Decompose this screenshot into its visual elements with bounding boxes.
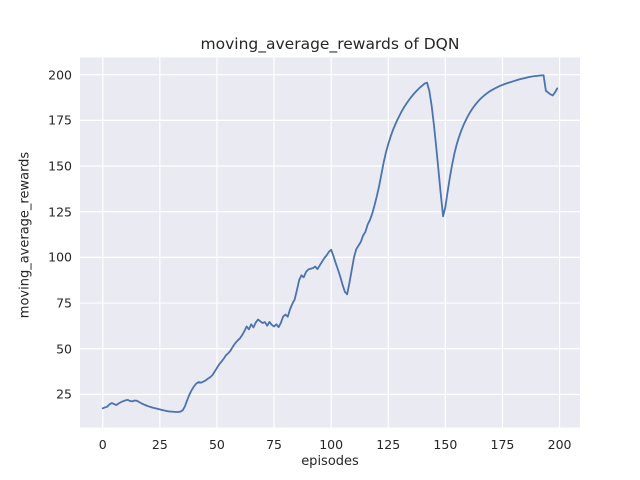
- y-tick-label: 75: [56, 295, 72, 311]
- x-tick-label: 175: [490, 437, 515, 452]
- x-tick-label: 150: [433, 437, 458, 452]
- x-tick-label: 50: [208, 437, 225, 452]
- y-tick-label: 150: [48, 158, 72, 174]
- y-tick-label: 50: [56, 341, 72, 357]
- y-tick-label: 100: [48, 249, 72, 265]
- x-tick-label: 200: [547, 437, 572, 452]
- reward-line: [101, 74, 559, 413]
- x-tick-label: 75: [266, 437, 282, 452]
- plot-area: [80, 57, 580, 428]
- y-tick-label: 200: [48, 67, 72, 83]
- y-tick-label: 175: [48, 112, 72, 128]
- x-tick-label: 25: [151, 437, 168, 452]
- y-axis-label: moving_average_rewards: [17, 151, 33, 319]
- y-tick-label: 25: [56, 386, 72, 402]
- x-tick-label: 0: [98, 437, 107, 452]
- x-axis-label: episodes: [301, 454, 359, 469]
- x-tick-label: 125: [376, 437, 401, 452]
- y-tick-label: 125: [48, 204, 72, 220]
- x-tick-label: 100: [319, 437, 344, 452]
- chart-title: moving_average_rewards of DQN: [200, 35, 460, 53]
